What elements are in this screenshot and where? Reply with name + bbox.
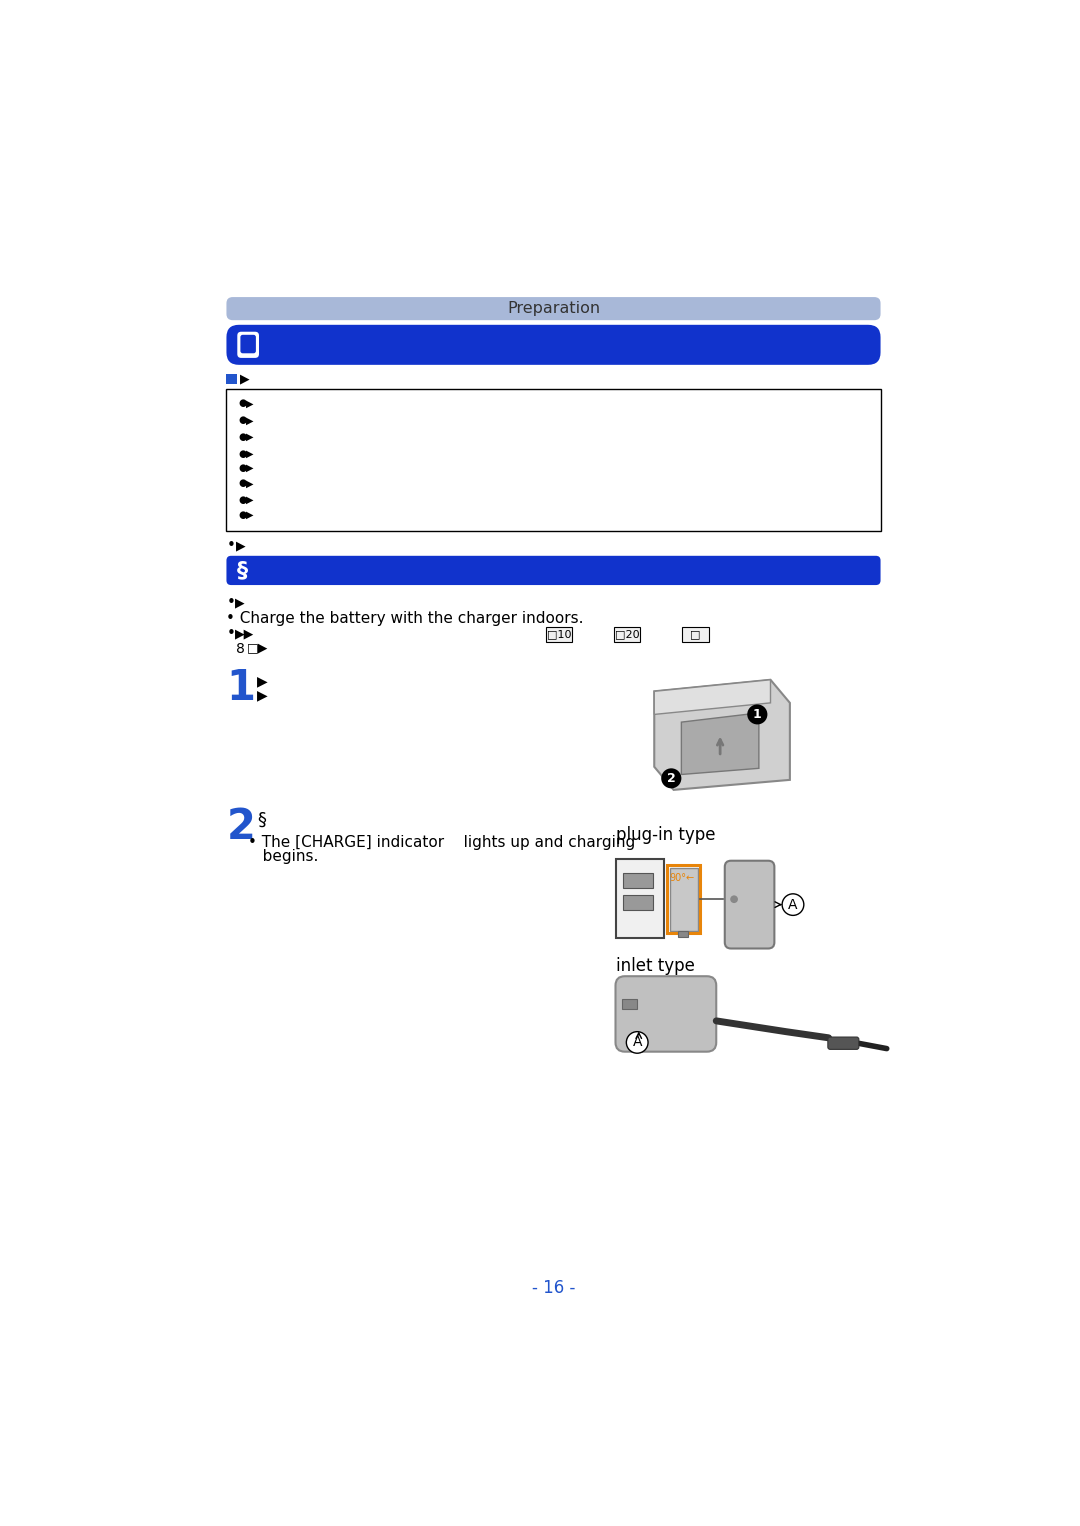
Text: •: •: [227, 626, 235, 641]
Bar: [670, 868, 698, 931]
Text: ▶: ▶: [246, 432, 254, 443]
Text: • The [CHARGE] indicator    lights up and charging: • The [CHARGE] indicator lights up and c…: [248, 835, 635, 850]
Text: 8: 8: [235, 642, 245, 656]
Bar: [622, 1000, 637, 1009]
Text: §: §: [257, 810, 267, 829]
Text: 2: 2: [227, 806, 255, 848]
Circle shape: [730, 896, 738, 903]
Text: □: □: [690, 629, 701, 639]
Bar: [667, 865, 700, 932]
FancyBboxPatch shape: [238, 331, 259, 359]
Bar: [623, 873, 652, 888]
Bar: [613, 627, 640, 642]
Text: ▶: ▶: [246, 462, 254, 473]
Text: ▶▶: ▶▶: [235, 627, 254, 639]
FancyBboxPatch shape: [828, 1038, 859, 1050]
Text: ▶: ▶: [246, 398, 254, 409]
Text: ▶: ▶: [257, 688, 268, 702]
Text: ▶: ▶: [246, 494, 254, 505]
Bar: [623, 894, 652, 909]
Text: - 16 -: - 16 -: [531, 1279, 576, 1297]
Text: ●: ●: [239, 415, 247, 426]
Circle shape: [661, 768, 681, 789]
Text: □20: □20: [615, 629, 639, 639]
Circle shape: [626, 1032, 648, 1053]
Polygon shape: [681, 713, 759, 775]
Bar: [678, 931, 688, 937]
Text: ▶: ▶: [257, 674, 268, 688]
Bar: [616, 859, 663, 937]
Text: A: A: [633, 1036, 642, 1050]
Text: •: •: [227, 539, 235, 554]
Text: 1: 1: [227, 667, 256, 710]
Text: inlet type: inlet type: [616, 957, 694, 975]
Text: 90°←: 90°←: [670, 873, 694, 882]
Text: ▶: ▶: [246, 479, 254, 488]
Text: Preparation: Preparation: [507, 301, 600, 316]
Text: □▶: □▶: [246, 642, 268, 656]
Circle shape: [747, 705, 768, 725]
Text: ▶: ▶: [246, 449, 254, 459]
Text: ●: ●: [239, 398, 247, 409]
Bar: [227, 389, 880, 531]
Text: ●: ●: [239, 510, 247, 520]
Text: §: §: [238, 560, 248, 580]
FancyBboxPatch shape: [227, 555, 880, 584]
FancyBboxPatch shape: [725, 861, 774, 949]
Text: ●: ●: [239, 449, 247, 459]
Bar: [227, 374, 237, 385]
Bar: [545, 627, 572, 642]
Text: ▶: ▶: [246, 415, 254, 426]
Text: A: A: [788, 897, 798, 911]
Text: ●: ●: [239, 494, 247, 505]
Text: 2: 2: [667, 772, 676, 784]
Text: □10: □10: [546, 629, 571, 639]
Text: ▶: ▶: [235, 597, 244, 609]
Text: • Charge the battery with the charger indoors.: • Charge the battery with the charger in…: [227, 610, 584, 626]
Text: plug-in type: plug-in type: [616, 826, 715, 844]
Text: ●: ●: [239, 479, 247, 488]
Text: ●: ●: [239, 432, 247, 443]
Text: ▶: ▶: [235, 539, 245, 552]
Text: 1: 1: [753, 708, 761, 720]
Polygon shape: [654, 679, 770, 714]
Text: begins.: begins.: [248, 848, 319, 864]
Text: ▶: ▶: [240, 372, 249, 385]
Circle shape: [782, 894, 804, 916]
FancyBboxPatch shape: [227, 325, 880, 365]
Polygon shape: [654, 679, 789, 790]
FancyBboxPatch shape: [227, 298, 880, 320]
Text: ●: ●: [239, 462, 247, 473]
Text: •: •: [227, 595, 235, 610]
FancyBboxPatch shape: [616, 977, 716, 1051]
Text: ▶: ▶: [246, 510, 254, 520]
FancyBboxPatch shape: [241, 334, 256, 354]
Bar: [683, 627, 708, 642]
